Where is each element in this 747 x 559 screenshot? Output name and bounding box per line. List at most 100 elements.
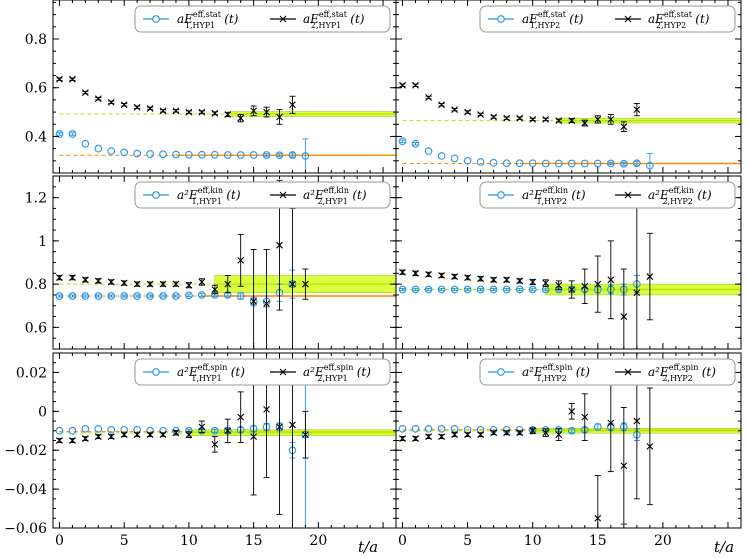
circle-marker [197, 291, 206, 299]
state2-point [529, 427, 537, 435]
cross-marker [237, 256, 245, 264]
plot-area [398, 184, 741, 349]
state1-point [107, 292, 116, 300]
circle-marker [172, 150, 180, 159]
state1-point [236, 292, 245, 300]
circle-marker [120, 148, 129, 157]
state2-point [56, 274, 63, 282]
cross-marker [607, 419, 615, 427]
plot-area [55, 353, 396, 528]
cross-marker [133, 103, 141, 111]
state2-point [185, 431, 193, 439]
cross-marker [198, 423, 206, 431]
legend-marker-state2 [624, 368, 632, 376]
circle-marker [619, 159, 628, 168]
cross-marker [185, 108, 193, 116]
state1-point [567, 159, 576, 168]
legend-box [134, 5, 391, 33]
circle-marker [450, 154, 459, 163]
state1-point [450, 285, 459, 294]
cross-marker [302, 280, 309, 288]
state1-point [502, 159, 511, 168]
state2-point [620, 268, 628, 349]
state2-point [425, 271, 432, 278]
plot-area [398, 81, 741, 173]
state2-point [438, 433, 445, 440]
cross-marker [425, 433, 432, 440]
state2-point [107, 98, 115, 106]
circle-marker [223, 151, 232, 159]
state1-point [398, 285, 407, 294]
cross-marker [399, 435, 406, 442]
state1-point [541, 159, 550, 168]
state2-point [555, 428, 563, 441]
cross-marker [542, 279, 550, 287]
state2-point [633, 103, 641, 117]
state2-point [438, 101, 445, 109]
state2-point [69, 437, 76, 444]
cross-marker [94, 95, 102, 103]
cross-marker [94, 277, 102, 285]
cross-marker [529, 427, 537, 435]
legend-marker-state2 [279, 191, 287, 199]
legend-label-state1: a²Eeff,kin 1,HYP2 (t) [522, 186, 586, 206]
circle-marker [437, 424, 446, 433]
circle-marker [593, 423, 602, 431]
state1-point [437, 424, 446, 433]
cross-marker [425, 94, 432, 101]
x-axis-label-left: t/a [358, 538, 378, 556]
cross-marker [594, 280, 602, 288]
state2-point [289, 95, 296, 114]
y-tick-label: 0.02 [16, 365, 47, 381]
cross-marker [425, 271, 432, 278]
state2-point [172, 107, 180, 115]
legend: aEeff,stat 1,HYP2 (t) aEeff,stat 2,HYP2 (t) [479, 5, 736, 33]
circle-marker [424, 285, 433, 294]
state1-point [489, 158, 498, 167]
legend-box [479, 181, 736, 209]
state2-point [263, 106, 270, 118]
cross-marker [542, 429, 550, 437]
state2-point [56, 75, 63, 83]
y-tick-label: 1 [38, 234, 47, 250]
state2-point [620, 121, 628, 133]
state2-point [425, 433, 432, 440]
cross-marker [289, 421, 296, 429]
state2-point [185, 108, 193, 116]
plot-area [55, 75, 396, 173]
state2-point [620, 406, 628, 525]
cross-marker [69, 437, 76, 444]
x-tick-label: 15 [245, 533, 263, 549]
state2-point [646, 232, 654, 321]
circle-marker [107, 425, 116, 434]
state2-point [211, 436, 219, 453]
cross-marker [477, 275, 485, 283]
state2-point [237, 233, 245, 287]
cross-marker [529, 278, 537, 286]
state2-point [464, 431, 471, 439]
state1-point [197, 150, 206, 159]
state2-point [250, 105, 258, 117]
cross-marker [237, 114, 245, 122]
circle-marker [567, 159, 576, 168]
state1-point [107, 147, 116, 155]
cross-marker [555, 281, 563, 289]
cross-marker [289, 280, 296, 288]
state2-point [133, 103, 141, 111]
panel-spin-HYP2: 0 5 10 15 20 a²Eeff,spin 1,HYP2 (t) a²Eeff,spin 2… [395, 352, 742, 549]
y-tick-label: 0.6 [25, 320, 47, 336]
state1-point [463, 285, 472, 294]
state2-point [594, 475, 602, 528]
cross-marker [120, 279, 128, 287]
legend-marker-state1 [152, 191, 160, 199]
circle-marker [541, 159, 550, 168]
state1-point [94, 292, 103, 300]
cross-marker [276, 113, 283, 121]
circle-marker [528, 159, 537, 168]
cross-marker [490, 113, 498, 121]
state1-point [398, 137, 407, 146]
state2-point [133, 280, 141, 288]
state1-point [81, 139, 90, 148]
circle-marker [567, 426, 576, 435]
